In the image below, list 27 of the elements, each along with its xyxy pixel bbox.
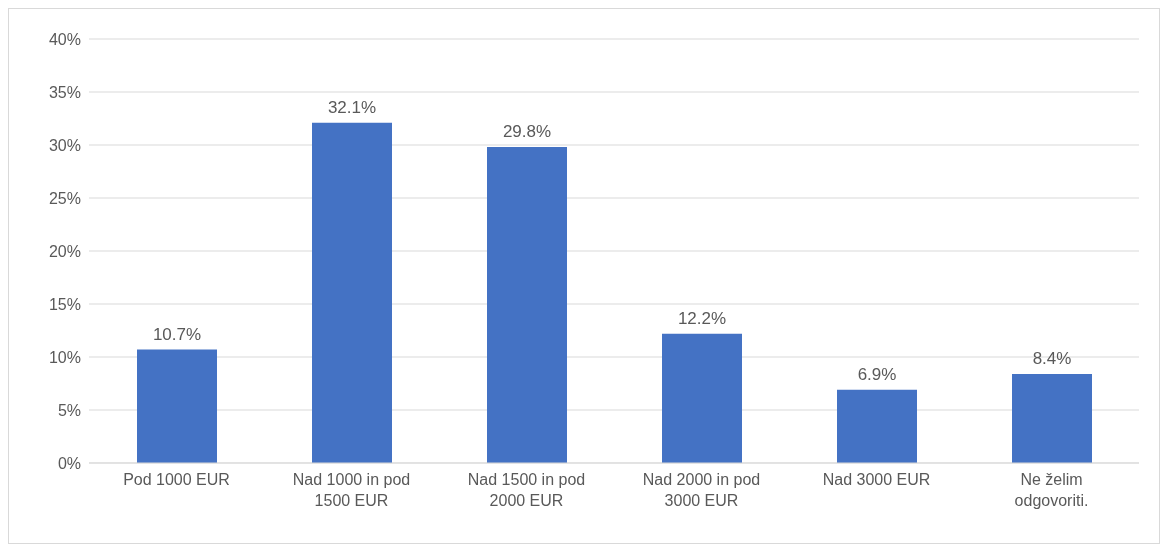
y-tick-label: 20% (48, 242, 81, 260)
x-tick-label: Nad 1000 in pod 1500 EUR (292, 471, 411, 509)
data-label: 8.4% (1032, 348, 1072, 368)
bar (662, 333, 742, 463)
y-tick-label: 15% (48, 295, 81, 313)
y-tick-label: 40% (48, 30, 81, 48)
bar (837, 389, 917, 463)
data-label: 32.1% (327, 97, 377, 117)
y-tick-label: 5% (57, 401, 81, 419)
bar (137, 349, 217, 463)
y-tick-label: 10% (48, 348, 81, 366)
x-tick-label: Nad 1500 in pod 2000 EUR (467, 471, 586, 509)
data-label: 29.8% (502, 122, 552, 142)
data-label: 12.2% (677, 308, 727, 328)
x-tick-label: Pod 1000 EUR (123, 471, 230, 488)
bar (487, 147, 567, 463)
x-tick-label: Nad 2000 in pod 3000 EUR (642, 471, 761, 509)
bar (1012, 373, 1092, 463)
y-tick-label: 25% (48, 189, 81, 207)
data-label: 6.9% (857, 364, 897, 384)
y-tick-label: 30% (48, 136, 81, 154)
y-tick-label: 0% (57, 454, 81, 472)
bar (312, 122, 392, 463)
data-label: 10.7% (152, 324, 202, 344)
y-tick-label: 35% (48, 83, 81, 101)
x-tick-label: Nad 3000 EUR (822, 471, 931, 488)
x-tick-label: Ne želim odgovoriti. (1014, 471, 1089, 509)
